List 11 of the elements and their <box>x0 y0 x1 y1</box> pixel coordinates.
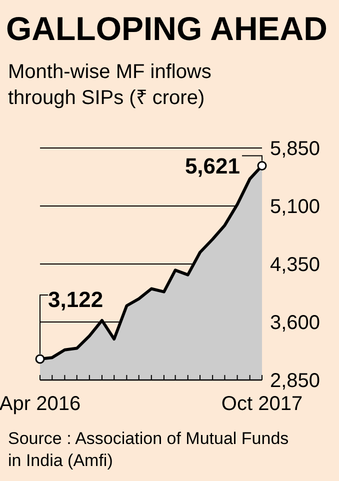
source-note: Source : Association of Mutual Funds in India (Amfi) <box>8 429 289 470</box>
annotation: 5,621 <box>184 154 240 179</box>
x-tick-label: Oct 2017 <box>221 393 303 415</box>
y-tick-label: 4,350 <box>270 254 320 276</box>
y-tick-label: 2,850 <box>270 370 320 392</box>
y-tick-label: 3,600 <box>270 312 320 334</box>
y-tick-label: 5,100 <box>270 196 320 218</box>
annotation: 3,122 <box>48 286 104 312</box>
chart-subtitle: Month-wise MF inflows through SIPs (₹ crore) <box>8 61 212 109</box>
y-tick-label: 5,850 <box>270 138 320 160</box>
chart-title: GALLOPING AHEAD <box>6 10 328 47</box>
